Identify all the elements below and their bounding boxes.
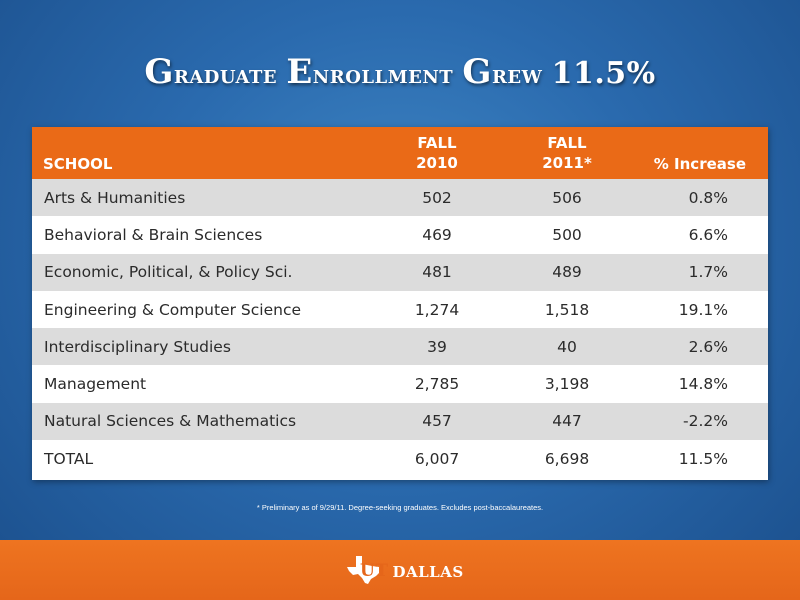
cell-percent-increase: 14.8%: [678, 375, 728, 394]
cell-fall-2010: 469: [422, 225, 452, 244]
logo-dallas: DALLAS: [392, 563, 464, 581]
cell-fall-2011: 6,698: [544, 449, 590, 468]
table-row: Management 2,785 3,198 14.8%: [32, 365, 768, 403]
cell-fall-2011: 489: [552, 263, 582, 282]
cell-school: Natural Sciences & Mathematics: [44, 412, 297, 431]
cell-school: Behavioral & Brain Sciences: [44, 225, 263, 244]
cell-fall-2011: 506: [552, 188, 582, 207]
header-fall-2010: FALL 2010: [372, 127, 502, 179]
cell-percent-increase: -2.2%: [683, 412, 728, 431]
title-word-3: Grew: [462, 52, 543, 92]
cell-school: Management: [44, 375, 147, 394]
header-fall-2010-line1: FALL: [417, 134, 457, 152]
ut-dallas-logo: UT DALLAS: [346, 556, 478, 588]
cell-fall-2010: 6,007: [414, 449, 460, 468]
table-row: Economic, Political, & Policy Sci. 481 4…: [32, 253, 768, 291]
cell-school: Economic, Political, & Policy Sci.: [44, 263, 293, 282]
footer-bar: [0, 540, 800, 600]
table-row: Natural Sciences & Mathematics 457 447 -…: [32, 402, 768, 441]
cell-percent-increase: 0.8%: [688, 188, 728, 207]
cell-school: Engineering & Computer Science: [44, 300, 302, 319]
cell-fall-2010: 502: [422, 188, 452, 207]
logo-text: UT DALLAS: [360, 561, 478, 582]
cell-fall-2010: 39: [427, 337, 447, 356]
header-fall-2011-line2: 2011*: [542, 154, 592, 172]
cell-percent-increase: 2.6%: [688, 337, 728, 356]
cell-fall-2010: 457: [422, 412, 452, 431]
header-school: SCHOOL: [43, 155, 113, 173]
slide-title: Graduate Enrollment Grew 11.5%: [0, 52, 800, 92]
cell-percent-increase: 19.1%: [678, 300, 728, 319]
cell-school: Arts & Humanities: [44, 188, 186, 207]
header-fall-2010-line2: 2010: [416, 154, 458, 172]
title-word-1: Graduate: [144, 52, 278, 92]
cell-percent-increase: 11.5%: [678, 449, 728, 468]
header-fall-2011-line1: FALL: [547, 134, 587, 152]
table-row: Arts & Humanities 502 506 0.8%: [32, 179, 768, 217]
cell-fall-2011: 40: [557, 337, 577, 356]
cell-fall-2011: 3,198: [544, 375, 590, 394]
header-fall-2011: FALL 2011*: [502, 127, 632, 179]
cell-fall-2010: 2,785: [414, 375, 460, 394]
cell-percent-increase: 6.6%: [688, 225, 728, 244]
header-percent-increase: % Increase: [653, 155, 746, 173]
enrollment-table: SCHOOL FALL 2010 FALL 2011* % Increase A…: [32, 127, 768, 480]
cell-school: TOTAL: [44, 449, 94, 468]
title-word-2: Enrollment: [286, 52, 454, 92]
table-row-total: TOTAL 6,007 6,698 11.5%: [32, 440, 768, 478]
table-row: Behavioral & Brain Sciences 469 500 6.6%: [32, 216, 768, 254]
logo-ut: UT: [360, 561, 389, 581]
table-row: Interdisciplinary Studies 39 40 2.6%: [32, 328, 768, 366]
table-row: Engineering & Computer Science 1,274 1,5…: [32, 290, 768, 329]
cell-fall-2010: 1,274: [414, 300, 460, 319]
cell-percent-increase: 1.7%: [688, 263, 728, 282]
table-header-row: SCHOOL FALL 2010 FALL 2011* % Increase: [32, 127, 768, 179]
cell-fall-2011: 500: [552, 225, 582, 244]
title-value: 11.5%: [551, 56, 656, 91]
cell-fall-2011: 1,518: [544, 300, 590, 319]
footnote: * Preliminary as of 9/29/11. Degree-seek…: [256, 503, 544, 512]
cell-fall-2010: 481: [422, 263, 452, 282]
cell-school: Interdisciplinary Studies: [44, 337, 231, 356]
cell-fall-2011: 447: [552, 412, 582, 431]
texas-shape-icon: [346, 554, 382, 590]
